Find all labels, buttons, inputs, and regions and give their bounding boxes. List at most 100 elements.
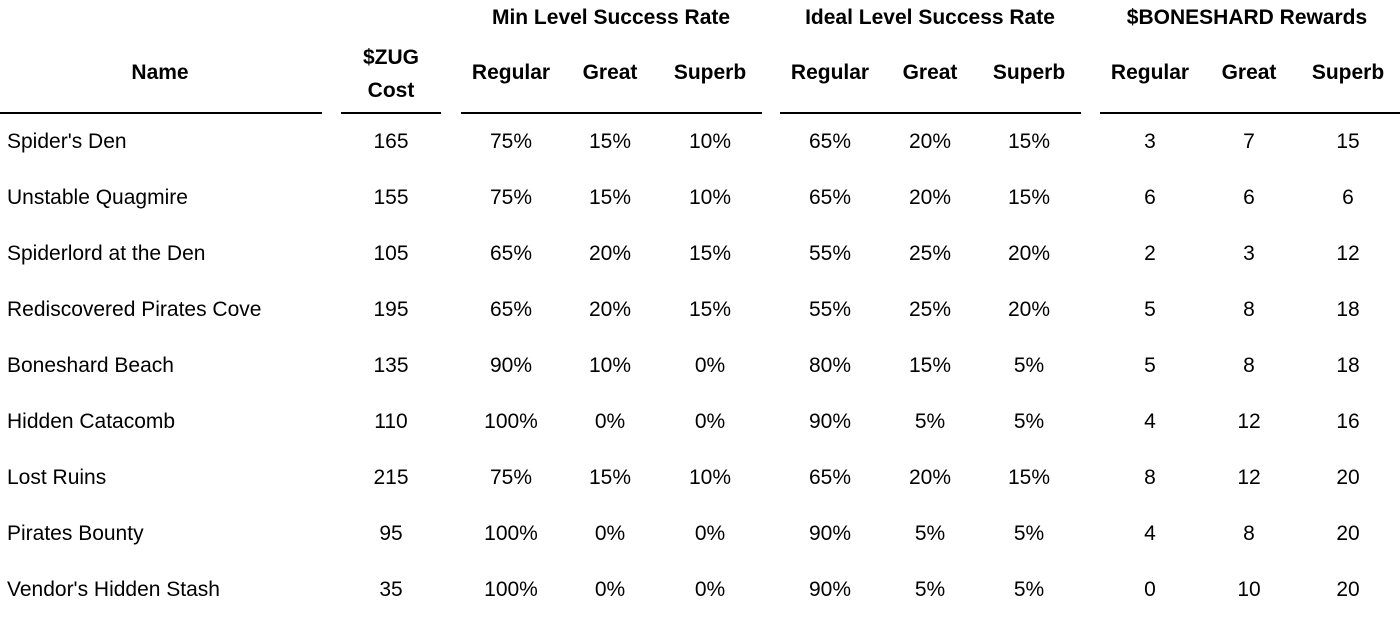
cell-rewards-great: 10	[1237, 578, 1261, 601]
cell-min-regular: 75%	[489, 466, 533, 489]
header-cost-line2: Cost	[367, 79, 415, 102]
table-row: Boneshard Beach 135 90% 10% 0% 80% 15% 5…	[0, 338, 1400, 394]
header-min-superb: Superb	[673, 61, 747, 84]
cell-ideal-great: 5%	[914, 410, 946, 433]
cell-rewards-great: 12	[1237, 466, 1261, 489]
header-rule-min-level	[461, 112, 762, 114]
cell-min-superb: 0%	[694, 354, 726, 377]
cell-min-superb: 15%	[688, 298, 732, 321]
cell-name: Unstable Quagmire	[7, 186, 188, 209]
table-row: Hidden Catacomb 110 100% 0% 0% 90% 5% 5%…	[0, 394, 1400, 450]
cell-rewards-great: 8	[1243, 298, 1255, 321]
cell-rewards-regular: 5	[1144, 354, 1156, 377]
header-group-ideal-level: Ideal Level Success Rate	[805, 6, 1055, 29]
cell-rewards-great: 7	[1243, 130, 1255, 153]
table-row: Pirates Bounty 95 100% 0% 0% 90% 5% 5% 4…	[0, 506, 1400, 562]
cell-min-superb: 10%	[688, 130, 732, 153]
cell-ideal-regular: 90%	[808, 410, 852, 433]
header-group-rewards: $BONESHARD Rewards	[1126, 6, 1368, 29]
cell-cost: 195	[373, 298, 409, 321]
cell-min-regular: 75%	[489, 130, 533, 153]
table-row: Rediscovered Pirates Cove 195 65% 20% 15…	[0, 282, 1400, 338]
header-group-min-level: Min Level Success Rate	[491, 6, 731, 29]
cell-ideal-superb: 5%	[1013, 522, 1045, 545]
cell-ideal-great: 5%	[914, 522, 946, 545]
cell-cost: 105	[373, 242, 409, 265]
cell-name: Spider's Den	[7, 130, 127, 153]
cell-min-regular: 100%	[484, 522, 538, 545]
table-row: Vendor's Hidden Stash 35 100% 0% 0% 90% …	[0, 562, 1400, 618]
cell-min-regular: 100%	[484, 578, 538, 601]
header-ideal-great: Great	[902, 61, 958, 84]
cell-min-superb: 0%	[694, 410, 726, 433]
cell-min-superb: 0%	[694, 522, 726, 545]
cell-rewards-superb: 20	[1336, 466, 1360, 489]
header-rule-cost	[341, 112, 441, 114]
cell-min-regular: 65%	[489, 298, 533, 321]
cell-ideal-regular: 90%	[808, 578, 852, 601]
cell-rewards-superb: 18	[1336, 354, 1360, 377]
cell-ideal-great: 20%	[908, 466, 952, 489]
cell-rewards-great: 12	[1237, 410, 1261, 433]
cell-name: Hidden Catacomb	[7, 410, 176, 433]
header-ideal-superb: Superb	[992, 61, 1066, 84]
table-row: Spider's Den 165 75% 15% 10% 65% 20% 15%…	[0, 114, 1400, 170]
cell-name: Boneshard Beach	[7, 354, 174, 377]
cell-min-regular: 75%	[489, 186, 533, 209]
header-min-regular: Regular	[471, 61, 551, 84]
cell-rewards-superb: 20	[1336, 522, 1360, 545]
header-cost-line1: $ZUG	[362, 46, 420, 69]
cell-min-superb: 0%	[694, 578, 726, 601]
header-rewards-superb: Superb	[1311, 61, 1385, 84]
cell-ideal-regular: 65%	[808, 466, 852, 489]
table-row: Unstable Quagmire 155 75% 15% 10% 65% 20…	[0, 170, 1400, 226]
cell-min-superb: 10%	[688, 186, 732, 209]
cell-rewards-superb: 6	[1342, 186, 1354, 209]
cell-rewards-regular: 4	[1144, 410, 1156, 433]
cell-ideal-regular: 55%	[808, 242, 852, 265]
cell-rewards-great: 8	[1243, 522, 1255, 545]
cell-cost: 110	[374, 410, 408, 433]
cell-rewards-great: 6	[1243, 186, 1255, 209]
cell-ideal-great: 15%	[908, 354, 952, 377]
header-rewards-great: Great	[1221, 61, 1277, 84]
cell-name: Spiderlord at the Den	[7, 242, 206, 265]
header-ideal-regular: Regular	[790, 61, 870, 84]
cell-ideal-superb: 5%	[1013, 578, 1045, 601]
header-min-great: Great	[582, 61, 638, 84]
cell-ideal-regular: 65%	[808, 130, 852, 153]
cell-rewards-superb: 15	[1336, 130, 1360, 153]
cell-min-regular: 100%	[484, 410, 538, 433]
cell-ideal-superb: 20%	[1007, 242, 1051, 265]
cell-cost: 35	[379, 578, 403, 601]
cell-rewards-great: 8	[1243, 354, 1255, 377]
cell-rewards-regular: 4	[1144, 522, 1156, 545]
cell-ideal-great: 25%	[908, 242, 952, 265]
cell-min-great: 15%	[588, 130, 632, 153]
cell-cost: 155	[373, 186, 409, 209]
cell-ideal-superb: 15%	[1007, 186, 1051, 209]
cell-min-superb: 10%	[688, 466, 732, 489]
header-rule-ideal-level	[780, 112, 1081, 114]
cell-min-great: 0%	[594, 522, 626, 545]
cell-min-regular: 65%	[489, 242, 533, 265]
cell-ideal-regular: 55%	[808, 298, 852, 321]
cell-ideal-great: 20%	[908, 186, 952, 209]
cell-cost: 135	[373, 354, 409, 377]
cell-min-great: 0%	[594, 578, 626, 601]
cell-ideal-regular: 90%	[808, 522, 852, 545]
cell-min-great: 15%	[588, 466, 632, 489]
cell-rewards-regular: 2	[1144, 242, 1156, 265]
cell-name: Lost Ruins	[7, 466, 107, 489]
cell-rewards-superb: 20	[1336, 578, 1360, 601]
cell-rewards-great: 3	[1243, 242, 1255, 265]
cell-min-great: 15%	[588, 186, 632, 209]
table-row: Spiderlord at the Den 105 65% 20% 15% 55…	[0, 226, 1400, 282]
cell-rewards-regular: 8	[1144, 466, 1156, 489]
cell-ideal-great: 20%	[908, 130, 952, 153]
cell-rewards-superb: 12	[1336, 242, 1360, 265]
cell-rewards-regular: 6	[1144, 186, 1156, 209]
header-rule-rewards	[1100, 112, 1400, 114]
cell-ideal-superb: 5%	[1013, 410, 1045, 433]
